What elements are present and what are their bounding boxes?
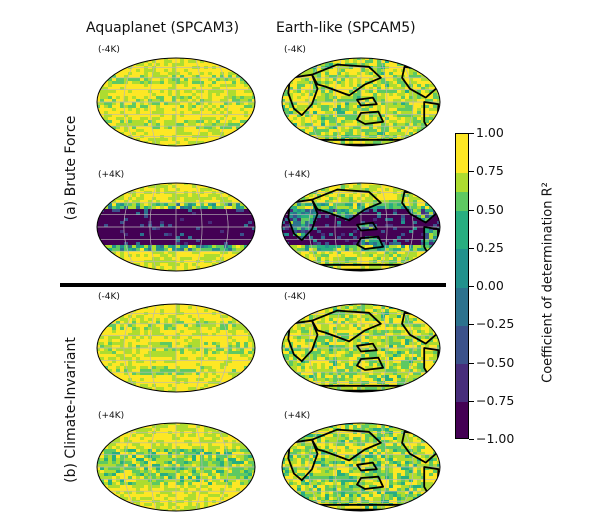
map-climate-invariant-earthlike-minus4k <box>281 303 441 393</box>
row-title-climate-invariant: (b) Climate-Invariant <box>63 337 79 483</box>
colorbar-tick <box>469 324 474 326</box>
row-title-brute-force: (a) Brute Force <box>63 115 79 221</box>
map-outline <box>96 303 256 393</box>
map-outline <box>281 303 441 393</box>
panel-label-b-aqua-minus4k: (-4K) <box>98 292 120 302</box>
colorbar-segment <box>456 401 468 438</box>
graticule <box>97 304 255 392</box>
map-climate-invariant-aquaplanet-plus4k <box>96 422 256 512</box>
panel-label-b-aqua-plus4k: (+4K) <box>98 411 125 421</box>
colorbar-tick-label: 0.00 <box>476 278 504 293</box>
panel-label-a-earth-plus4k: (+4K) <box>284 170 311 180</box>
colorbar-tick-label: 0.75 <box>476 163 504 179</box>
colorbar-tick-label: −0.50 <box>476 354 515 370</box>
colorbar-segment <box>456 210 468 250</box>
panel-label-a-earth-minus4k: (-4K) <box>284 45 306 55</box>
colorbar-segment <box>456 191 468 211</box>
map-outline <box>281 182 441 272</box>
panel-label-b-earth-plus4k: (+4K) <box>284 411 311 421</box>
colorbar-tick <box>469 209 474 211</box>
colorbar-segment <box>456 248 468 288</box>
colorbar-segment <box>456 363 468 403</box>
colorbar <box>455 133 469 439</box>
map-outline <box>96 57 256 147</box>
colorbar-segment <box>456 172 468 192</box>
panel-label-a-aqua-minus4k: (-4K) <box>98 45 120 55</box>
map-brute-force-aquaplanet-minus4k <box>96 57 256 147</box>
column-title-earth-like: Earth-like (SPCAM5) <box>276 20 416 36</box>
colorbar-tick <box>469 400 474 402</box>
map-brute-force-earthlike-minus4k <box>281 57 441 147</box>
colorbar-segment <box>456 134 468 173</box>
map-outline <box>281 422 441 512</box>
map-outline <box>281 57 441 147</box>
colorbar-tick <box>469 362 474 364</box>
map-brute-force-aquaplanet-plus4k <box>96 182 256 272</box>
colorbar-tick-label: 0.50 <box>476 201 504 217</box>
map-outline <box>96 182 256 272</box>
colorbar-title: Coefficient of determination R² <box>540 182 556 383</box>
colorbar-tick <box>469 133 474 134</box>
colorbar-tick-label: 0.25 <box>476 239 504 255</box>
colorbar-tick-label: 1.00 <box>476 125 504 140</box>
panel-label-b-earth-minus4k: (-4K) <box>284 292 306 302</box>
map-brute-force-earthlike-plus4k <box>281 182 441 272</box>
colorbar-tick-label: −0.25 <box>476 316 515 332</box>
colorbar-segment <box>456 325 468 364</box>
map-outline <box>96 422 256 512</box>
column-title-aquaplanet: Aquaplanet (SPCAM3) <box>86 20 240 36</box>
colorbar-tick <box>469 247 474 249</box>
colorbar-segment <box>456 287 468 326</box>
section-divider <box>60 283 446 287</box>
graticule <box>282 183 440 271</box>
colorbar-tick <box>469 286 474 287</box>
map-climate-invariant-earthlike-plus4k <box>281 422 441 512</box>
panel-label-a-aqua-plus4k: (+4K) <box>98 170 125 180</box>
colorbar-tick-label: −1.00 <box>476 431 515 446</box>
colorbar-tick <box>469 171 474 173</box>
map-climate-invariant-aquaplanet-minus4k <box>96 303 256 393</box>
colorbar-tick-label: −0.75 <box>476 392 515 408</box>
colorbar-tick <box>469 439 474 440</box>
